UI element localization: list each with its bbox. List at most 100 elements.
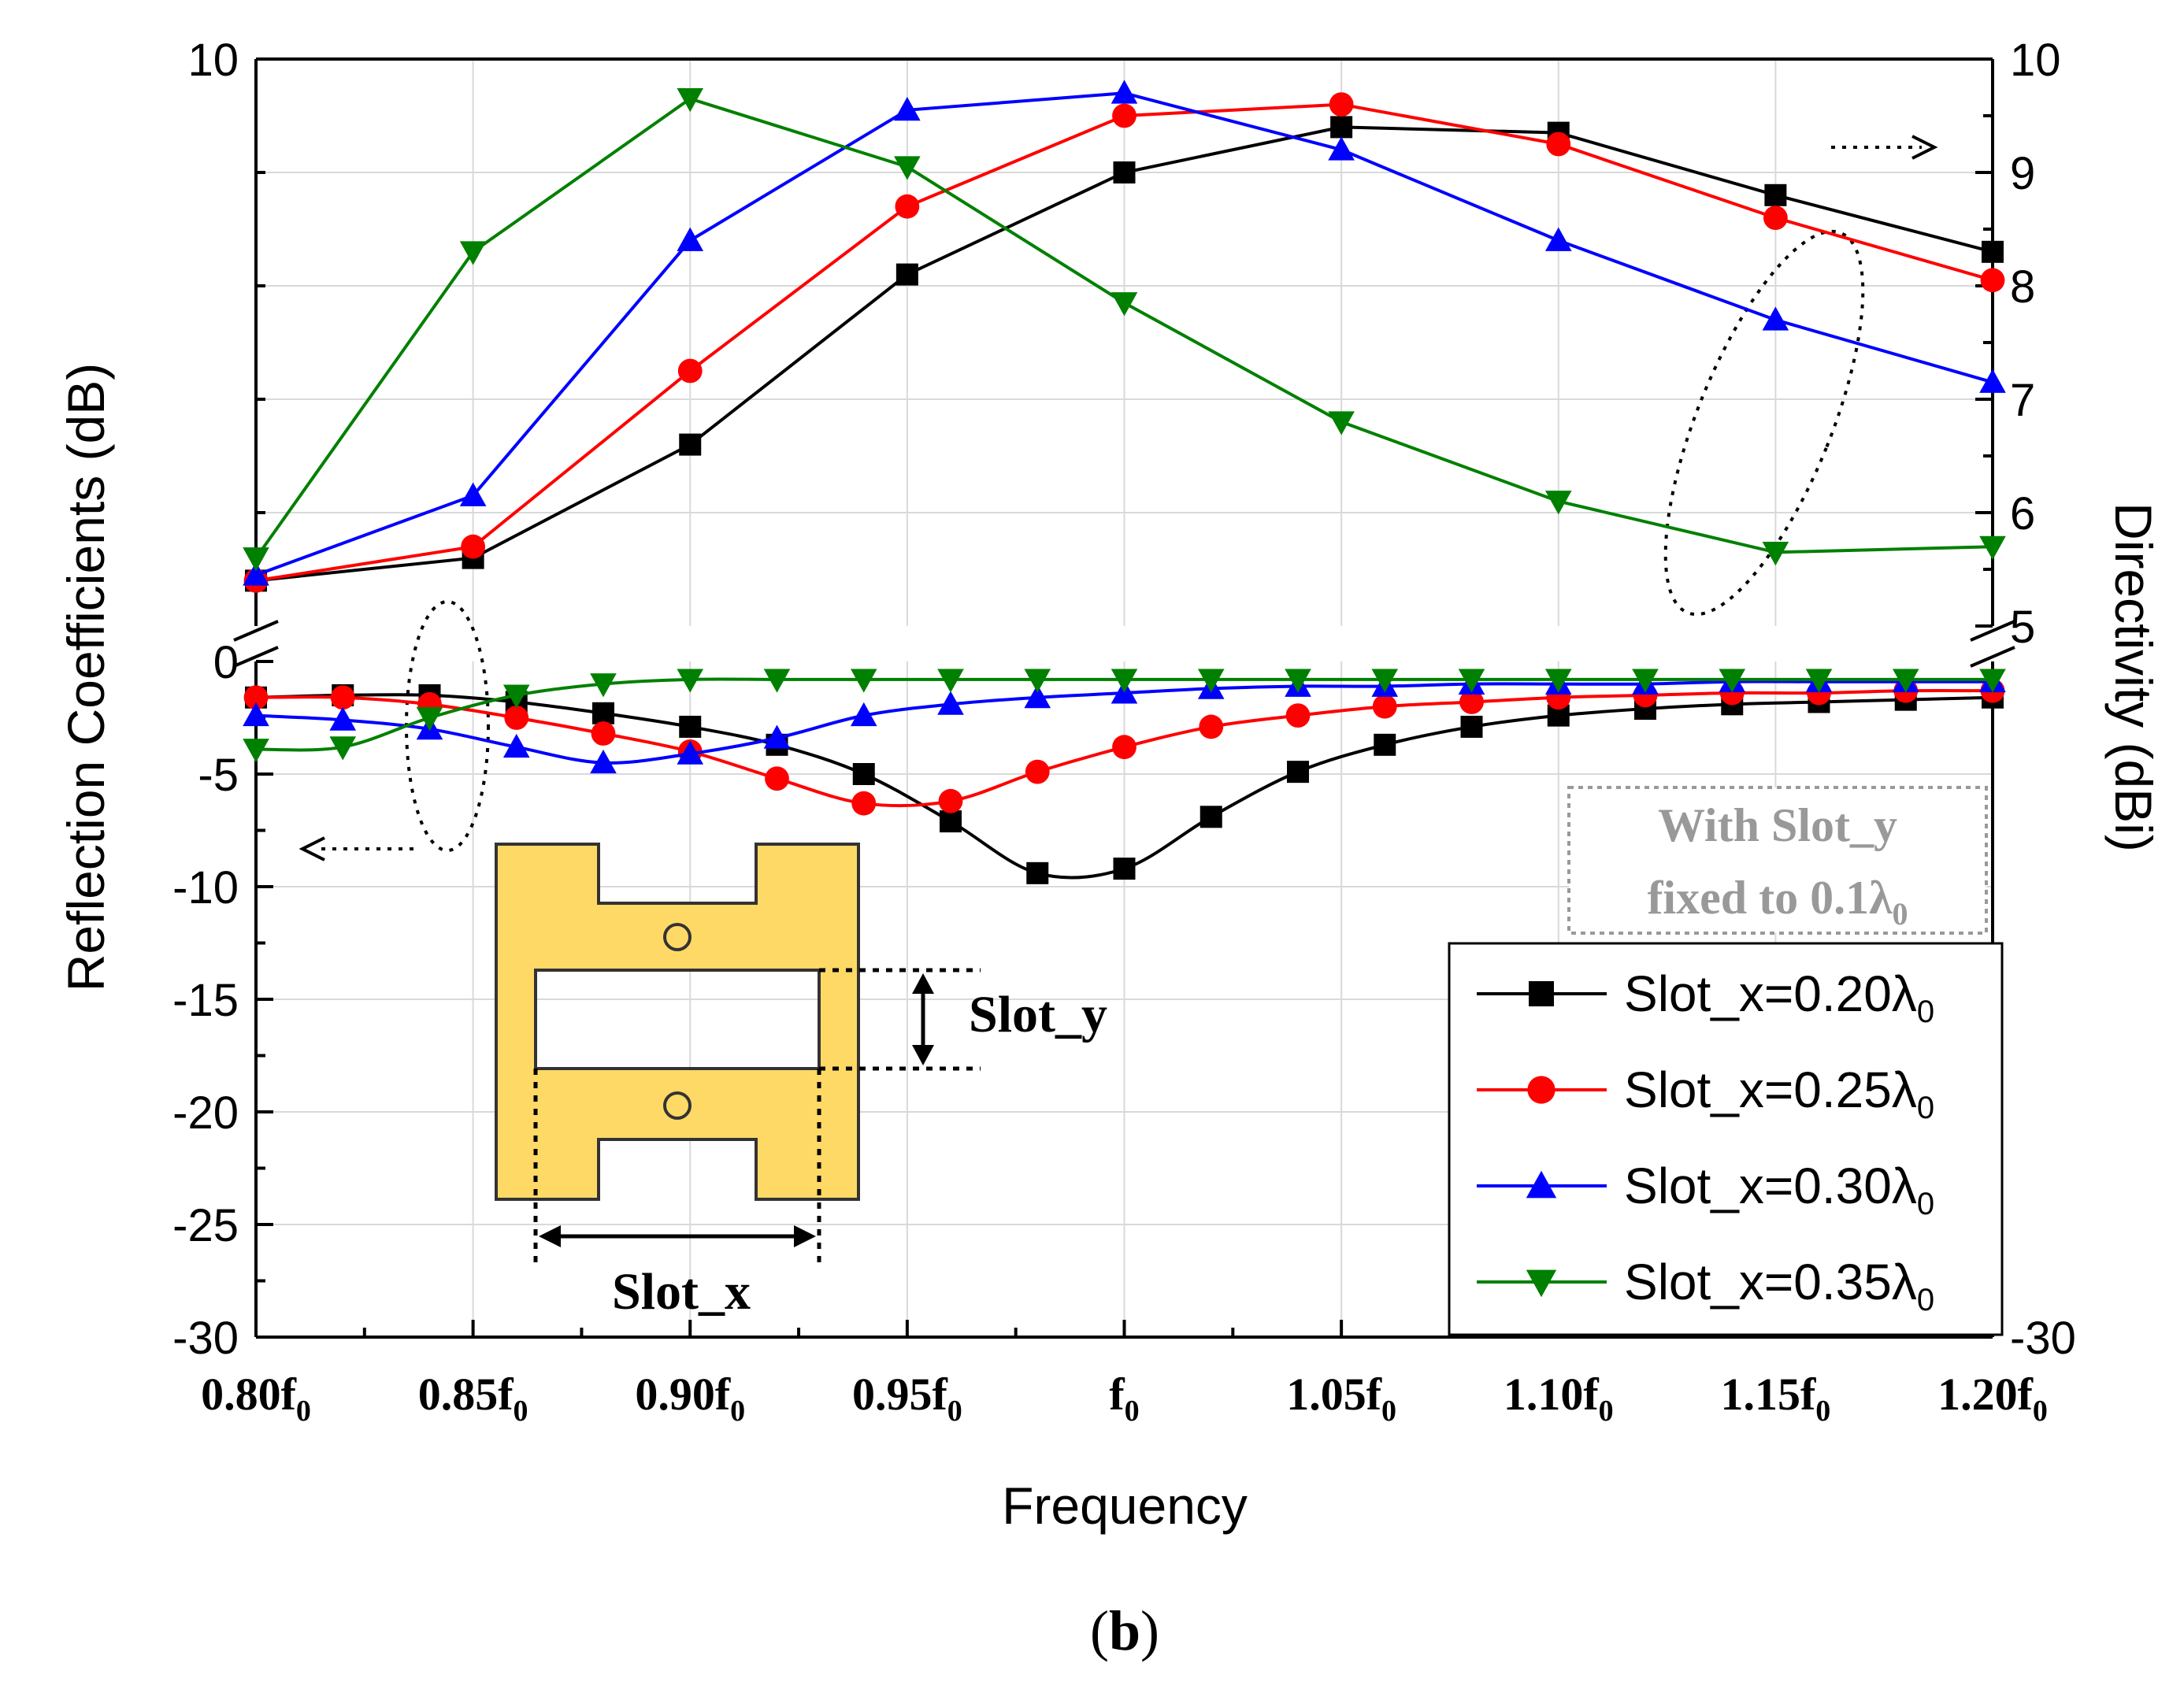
x-tick-label-sub: 0 [296,1395,311,1428]
reflection-point [1113,858,1136,880]
legend-label-sub: 0 [1917,1283,1934,1317]
reflection-point [502,733,530,758]
reflection-point [940,810,962,833]
reflection-point [850,669,877,693]
reflection-point [765,766,789,791]
legend-marker [1529,981,1554,1006]
reflection-point [850,702,877,727]
directivity-point [1546,132,1571,157]
x-tick-label: 0.80f0 [201,1369,311,1428]
legend-label-sub: 0 [1917,1091,1934,1125]
upper-via-icon [663,923,692,951]
left-tick-label: -15 [172,975,239,1026]
reflection-point [677,740,704,765]
reflection-point [243,685,269,710]
reflection-point [679,715,702,738]
legend-entry: Slot_x=0.20λ0 [1477,965,1934,1029]
x-tick-label-sub: 0 [1125,1395,1140,1428]
legend-label-base: Slot_x=0.35λ [1624,1254,1917,1310]
directivity-point [1328,411,1355,435]
legend-marker [1526,1170,1557,1199]
reflection-point [502,684,530,709]
x-tick-label-base: 1.20f [1937,1369,2034,1420]
directivity-point [679,433,702,456]
left-tick-label: -25 [172,1200,239,1251]
directivity-point [1764,183,1787,206]
directivity-point [894,97,921,121]
directivity-point [1330,116,1353,139]
x-tick-label-base: 0.95f [852,1369,948,1420]
left-arrow-icon [298,836,325,861]
reflection-point [592,702,614,724]
figure-caption: (b) [1090,1599,1159,1662]
axis-titles: Frequency Reflection Coefficients (dB) D… [57,363,2163,1535]
directivity-point [459,241,487,265]
x-tick-label-base: f [1109,1369,1125,1420]
directivity-point [1544,227,1572,251]
reflection-point [1458,669,1485,693]
directivity-point [1980,268,2005,293]
reflection-point [504,706,529,730]
right-arrow-icon [1911,135,1938,160]
right-axis-title: Directivity (dBi) [2104,502,2163,852]
directivity-point [677,227,704,251]
reflection-point [1805,669,1833,693]
reflection-point [937,669,964,693]
left-tick-label: -10 [172,862,239,913]
legend-label-base: Slot_x=0.30λ [1624,1158,1917,1214]
x-tick-label-sub: 0 [514,1395,528,1428]
reflection-point [243,739,269,763]
reflection-point [1024,669,1051,693]
legend-label-sub: 0 [1917,1187,1934,1221]
reflection-point [1371,669,1399,693]
reflection-point [851,791,877,816]
x-tick-label: 0.95f0 [852,1369,962,1428]
reflection-point [590,749,617,774]
directivity-point [1979,369,2006,393]
directivity-point [1982,240,2004,263]
directivity-point [243,547,269,572]
x-tick-label-sub: 0 [1381,1395,1396,1428]
reflection-point [330,685,355,710]
legend-entry: Slot_x=0.30λ0 [1477,1158,1934,1221]
directivity-point [1762,306,1789,331]
axis-break-mark [1970,646,2015,668]
reflection-point [1287,761,1309,784]
reflection-point [329,706,357,731]
directivity-point [243,561,269,586]
annotation-line-1: With Slot_y [1658,799,1897,851]
reflection-point [1892,669,1919,693]
reflection-point [1372,694,1397,719]
legend-entry: Slot_x=0.35λ0 [1477,1254,1934,1317]
lower-via-icon [663,1091,692,1120]
reflection-point [1026,861,1049,884]
legend-label: Slot_x=0.30λ0 [1624,1158,1934,1221]
right-tick-label: 6 [2010,488,2035,539]
legend-label: Slot_x=0.25λ0 [1624,1061,1934,1125]
slot-y-dimension [819,968,981,1071]
x-tick-label: 1.05f0 [1286,1369,1396,1428]
reflection-point [1199,714,1224,739]
data-series [243,80,2006,884]
reflection-point [1200,806,1222,828]
slot-y-label: Slot_y [969,986,1107,1043]
reflection-point [1285,669,1311,693]
x-tick-label-base: 1.10f [1504,1369,1600,1420]
directivity-point [1979,535,2006,560]
annotation-frame [1567,786,1988,935]
legend-label-base: Slot_x=0.25λ [1624,1061,1917,1118]
legend-marker [1526,1269,1557,1298]
x-tick-label-sub: 0 [1815,1395,1830,1428]
reflection-point [937,691,964,715]
x-tick-label: 1.20f0 [1937,1369,2048,1428]
directivity-point [461,534,486,559]
x-tick-label: 1.10f0 [1504,1369,1614,1428]
directivity-point [459,482,487,506]
right-tick-label: 7 [2010,375,2035,426]
legend-frame [1448,942,2004,1336]
reflection-point [1632,669,1659,693]
axis-break-mark [1970,620,2015,642]
x-tick-label-sub: 0 [730,1395,745,1428]
left-tick-label: -5 [198,750,239,801]
legend-label: Slot_x=0.35λ0 [1624,1254,1934,1317]
